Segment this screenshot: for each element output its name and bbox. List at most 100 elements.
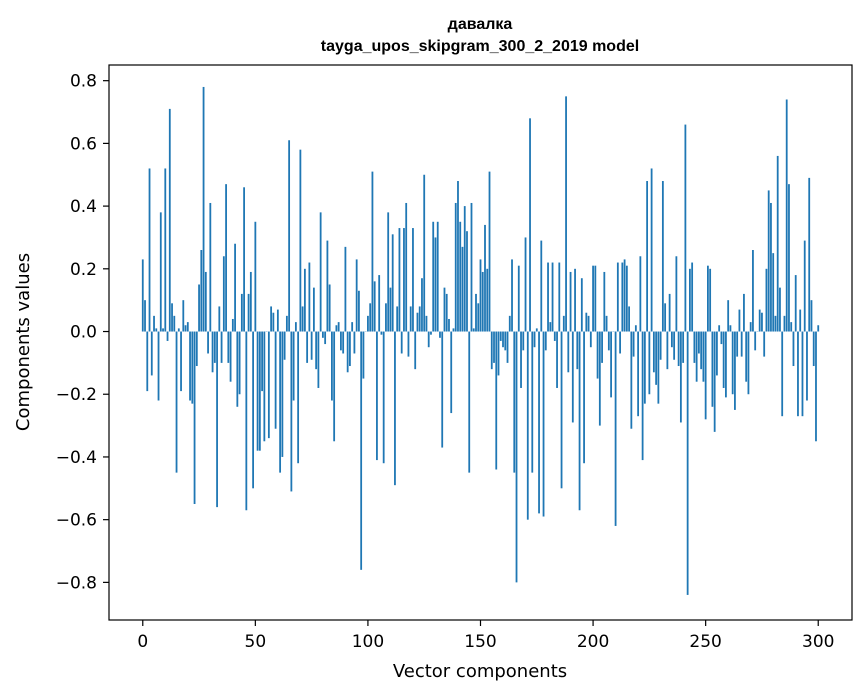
bar-49 — [252, 331, 254, 489]
bar-276 — [763, 331, 766, 357]
bar-36 — [222, 256, 225, 332]
bar-128 — [430, 331, 432, 335]
bar-92 — [349, 331, 351, 367]
bar-203 — [598, 331, 601, 426]
bar-270 — [749, 322, 752, 332]
bar-260 — [727, 300, 730, 332]
bar-114 — [398, 228, 401, 332]
bar-271 — [752, 250, 754, 332]
x-tick-label: 0 — [137, 632, 148, 652]
x-axis-ticks: 0 50 100 150 200 250 300 — [137, 620, 834, 652]
bar-193 — [576, 331, 579, 370]
bar-150 — [479, 259, 482, 332]
bar-15 — [175, 331, 178, 473]
bar-23 — [193, 331, 196, 504]
bar-70 — [299, 149, 302, 332]
bar-89 — [342, 331, 345, 354]
bar-210 — [614, 331, 617, 526]
bar-69 — [297, 331, 300, 464]
bar-231 — [661, 181, 664, 332]
bar-257 — [720, 331, 723, 345]
bar-42 — [236, 331, 239, 407]
bar-101 — [369, 303, 372, 332]
bar-230 — [659, 331, 662, 360]
bar-178 — [542, 331, 545, 517]
bar-221 — [639, 256, 642, 332]
bar-177 — [540, 240, 543, 332]
bar-284 — [781, 331, 784, 417]
bar-168 — [520, 331, 522, 388]
bar-162 — [506, 331, 509, 363]
bar-218 — [632, 331, 635, 357]
bar-77 — [315, 331, 318, 370]
bar-213 — [621, 262, 624, 332]
bar-161 — [504, 331, 507, 351]
bar-71 — [301, 306, 304, 332]
bar-163 — [508, 315, 511, 332]
bar-179 — [544, 331, 547, 351]
bar-137 — [450, 331, 453, 414]
bar-82 — [326, 240, 329, 332]
bar-126 — [425, 315, 428, 332]
bar-167 — [517, 265, 520, 332]
bar-219 — [634, 325, 637, 332]
bar-247 — [698, 331, 700, 354]
bar-112 — [394, 331, 396, 486]
bar-269 — [747, 331, 750, 395]
y-tick-label: 0.8 — [70, 72, 97, 92]
y-tick-label: −0.6 — [56, 511, 97, 531]
bar-21 — [189, 331, 191, 401]
bar-52 — [258, 331, 261, 451]
bar-289 — [792, 331, 795, 367]
bar-153 — [486, 268, 489, 332]
bar-88 — [340, 331, 342, 351]
bar-268 — [745, 331, 748, 382]
bar-14 — [173, 315, 176, 332]
bar-183 — [553, 331, 556, 341]
bar-263 — [734, 331, 736, 410]
bar-266 — [740, 331, 743, 357]
x-tick-label: 200 — [577, 632, 609, 652]
bar-86 — [335, 325, 338, 332]
bar-43 — [238, 331, 241, 395]
bar-75 — [310, 331, 313, 360]
bar-135 — [445, 293, 448, 332]
bar-202 — [596, 331, 599, 379]
bar-198 — [587, 315, 590, 332]
bar-151 — [481, 271, 484, 332]
bar-285 — [783, 315, 786, 332]
bar-149 — [477, 303, 480, 332]
bar-50 — [254, 221, 257, 332]
bar-26 — [200, 250, 203, 332]
bar-20 — [186, 322, 189, 332]
bar-115 — [400, 331, 403, 354]
bar-48 — [249, 271, 252, 332]
bar-294 — [803, 240, 806, 332]
bar-195 — [580, 278, 583, 332]
bar-0 — [141, 259, 144, 332]
bar-67 — [292, 331, 295, 401]
bar-104 — [376, 331, 378, 461]
bar-108 — [385, 303, 387, 332]
bar-280 — [772, 253, 775, 332]
bar-97 — [360, 331, 363, 570]
x-tick-label: 150 — [464, 632, 496, 652]
bar-157 — [495, 331, 498, 470]
bar-66 — [290, 331, 293, 492]
bar-63 — [283, 331, 286, 360]
bar-164 — [511, 259, 513, 332]
bar-24 — [195, 331, 198, 367]
bar-32 — [213, 331, 216, 363]
bar-129 — [432, 221, 435, 332]
bar-274 — [758, 309, 761, 332]
bar-125 — [423, 174, 426, 332]
bar-111 — [391, 234, 394, 332]
bar-265 — [738, 309, 741, 332]
bar-290 — [794, 275, 797, 332]
bars-group — [141, 86, 820, 595]
bar-38 — [227, 331, 230, 363]
bar-205 — [603, 271, 606, 332]
bar-152 — [484, 224, 486, 332]
bar-181 — [549, 322, 552, 332]
bar-215 — [625, 265, 628, 332]
